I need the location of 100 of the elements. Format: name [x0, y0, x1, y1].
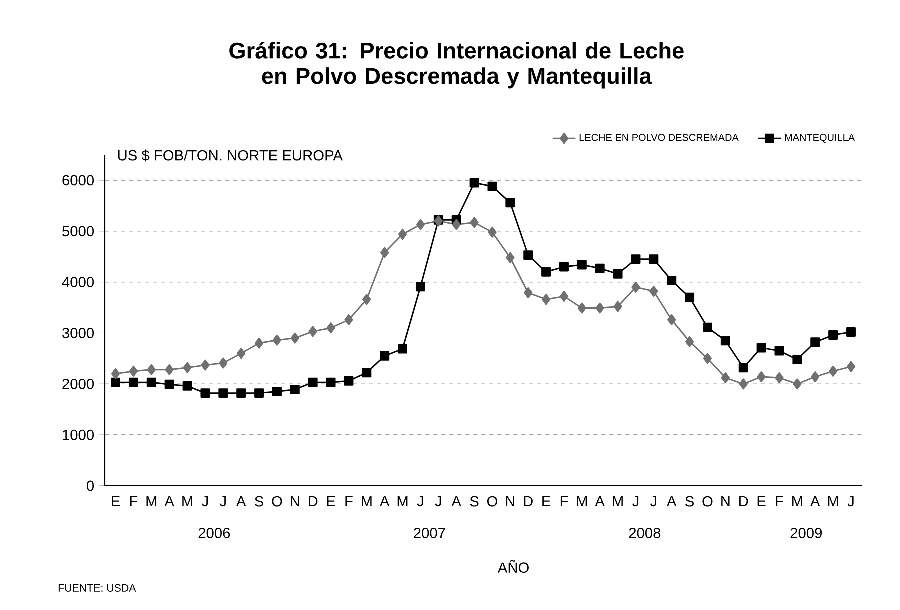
- point: [201, 360, 210, 371]
- x-tick-label: D: [309, 496, 318, 506]
- point: [164, 380, 174, 390]
- point: [236, 388, 246, 398]
- text: 2008: [629, 528, 661, 538]
- y-tick-label: 3000: [62, 328, 94, 338]
- x-tick-label: F: [560, 496, 568, 506]
- point: [632, 282, 640, 293]
- x-tick-label: A: [380, 496, 390, 506]
- point: [524, 250, 534, 260]
- x-tick-label: D: [740, 496, 748, 506]
- point: [218, 388, 228, 398]
- point: [650, 286, 658, 297]
- point: [398, 344, 408, 354]
- point: [596, 302, 604, 314]
- point: [254, 338, 264, 349]
- point: [846, 327, 856, 337]
- x-tick-label: S: [255, 496, 264, 507]
- point: [793, 378, 802, 390]
- x-tick-label: A: [666, 496, 677, 506]
- x-tick-label: J: [202, 496, 208, 507]
- x-tick-label: O: [272, 496, 282, 507]
- y-tick-label: 1000: [63, 430, 94, 440]
- point: [470, 217, 479, 228]
- x-tick-label: M: [613, 496, 623, 506]
- point: [344, 376, 354, 386]
- point: [613, 269, 623, 279]
- x-tick-label: N: [722, 496, 730, 506]
- x-tick-label: J: [632, 496, 639, 507]
- point: [326, 322, 336, 334]
- point: [272, 334, 282, 346]
- point: [721, 372, 730, 384]
- point: [577, 260, 587, 270]
- source-note: FUENTE: USDA: [58, 584, 136, 592]
- point: [111, 378, 121, 388]
- point: [506, 252, 515, 264]
- chart-title: Gráfico 31: Precio Internacional de Leche en Polvo Descremada y Mantequilla: [230, 42, 684, 89]
- x-tick-label: A: [452, 496, 462, 506]
- y-tick-label: 4000: [62, 277, 94, 288]
- point: [720, 336, 730, 346]
- point: [380, 247, 390, 258]
- x-tick-label: M: [792, 496, 802, 506]
- point: [416, 282, 426, 292]
- point: [380, 351, 390, 361]
- x-tick-label: E: [327, 496, 336, 506]
- x-tick-label: M: [828, 496, 838, 506]
- x-tick-label: A: [164, 496, 174, 506]
- x-tick-label: O: [702, 496, 713, 507]
- x-tick-label: M: [146, 496, 157, 506]
- x-tick-label: J: [848, 496, 854, 507]
- point: [272, 387, 282, 397]
- x-tick-label: E: [112, 496, 120, 506]
- point: [739, 378, 748, 390]
- x-tick-label: F: [346, 496, 353, 506]
- x-tick-label: N: [291, 496, 300, 506]
- x-tick-label: J: [417, 496, 424, 507]
- point: [146, 378, 156, 388]
- x-tick-label: S: [470, 496, 479, 507]
- point: [344, 314, 354, 326]
- point: [738, 363, 748, 373]
- legend-label: MANTEQUILLA: [785, 134, 856, 143]
- point: [147, 364, 156, 376]
- y-tick-label: 6000: [62, 175, 94, 186]
- x-tick-label: M: [362, 496, 372, 506]
- x-tick-label: J: [650, 496, 656, 507]
- point: [667, 276, 677, 286]
- point: [792, 354, 802, 364]
- point: [308, 378, 318, 388]
- text: 2006: [198, 528, 230, 538]
- point: [183, 362, 192, 374]
- x-tick-label: F: [776, 496, 784, 506]
- point: [828, 366, 838, 377]
- point: [219, 358, 228, 369]
- point: [757, 371, 766, 383]
- point: [111, 368, 120, 380]
- point: [560, 291, 569, 302]
- x-tick-label: O: [487, 496, 498, 507]
- point: [846, 361, 856, 372]
- point: [362, 294, 372, 306]
- x-tick-label: A: [236, 496, 246, 506]
- x-tick-label: D: [524, 496, 533, 506]
- point: [524, 287, 533, 299]
- point: [488, 182, 498, 192]
- point: [129, 366, 138, 377]
- point: [649, 254, 659, 264]
- text: 2009: [790, 528, 822, 538]
- point: [811, 371, 820, 383]
- point: [774, 346, 784, 356]
- point: [828, 330, 838, 340]
- x-axis-title: AÑO: [498, 560, 529, 574]
- point: [452, 219, 461, 230]
- x-tick-label: N: [506, 496, 515, 506]
- point: [703, 353, 712, 364]
- point: [416, 219, 426, 230]
- point: [470, 178, 480, 188]
- legend-label: LECHE EN POLVO DESCREMADA: [580, 134, 739, 142]
- point: [578, 302, 586, 314]
- point: [182, 381, 192, 391]
- x-tick-label: S: [686, 496, 694, 507]
- y-tick-label: 2000: [62, 378, 94, 390]
